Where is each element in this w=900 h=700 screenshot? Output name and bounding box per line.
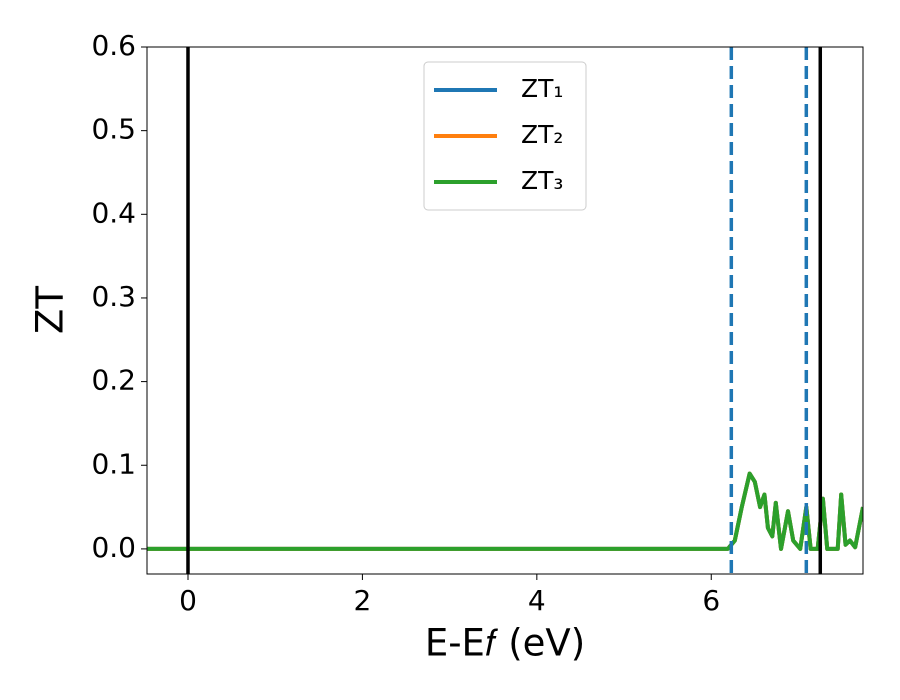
line-series [147,471,863,551]
y-tick-label: 0.4 [91,196,136,229]
y-tick-label: 0.3 [91,280,136,313]
legend-label: ZT₁ [521,74,563,103]
y-tick-label: 0.1 [91,447,136,480]
y-tick-label: 0.6 [91,29,136,62]
legend-label: ZT₃ [521,166,563,195]
x-tick-label: 2 [353,584,371,617]
legend-label: ZT₂ [521,120,563,149]
plot-area [147,47,863,574]
y-tick-label: 0.5 [91,113,136,146]
y-tick-label: 0.2 [91,364,136,397]
y-axis-label: ZT [29,286,72,334]
plot-frame [146,46,864,575]
x-axis-label: E-E𝑓 (eV) [425,622,585,665]
legend-box [423,61,587,211]
x-tick-label: 6 [702,584,720,617]
x-tick-label: 4 [528,584,546,617]
x-tick-label: 0 [179,584,197,617]
y-tick-label: 0.0 [91,531,136,564]
